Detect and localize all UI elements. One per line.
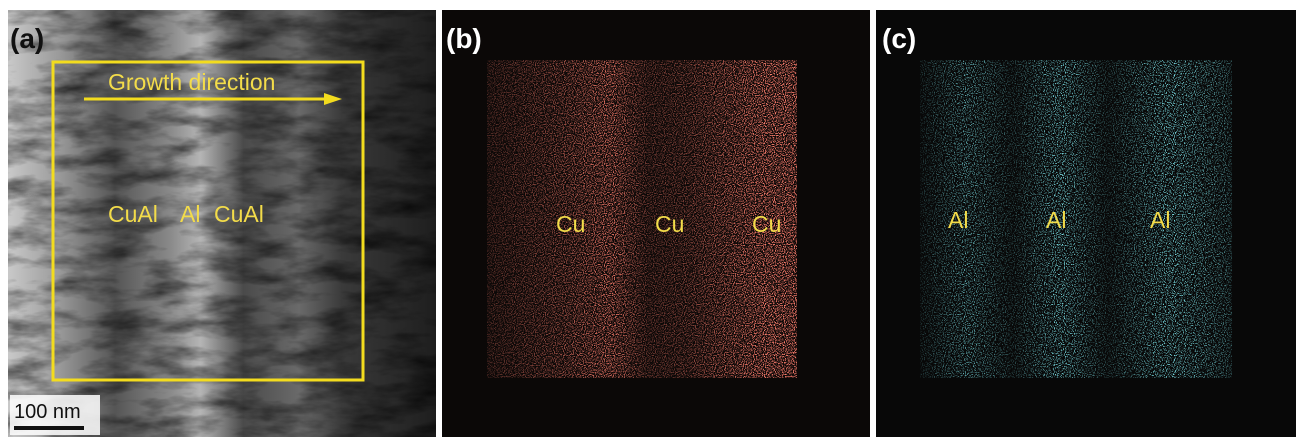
phase-label: CuAl bbox=[108, 201, 158, 227]
phase-label: Al bbox=[1046, 207, 1066, 233]
cu-map bbox=[487, 60, 797, 378]
panel-a: (a) Growth direction CuAl Al CuAl 100 nm bbox=[8, 10, 436, 437]
phase-label: CuAl bbox=[214, 201, 264, 227]
figure: (a) Growth direction CuAl Al CuAl 100 nm… bbox=[0, 0, 1296, 437]
phase-label: Cu bbox=[752, 211, 781, 237]
phase-label: Cu bbox=[556, 211, 585, 237]
panel-label: (b) bbox=[446, 23, 482, 54]
phase-label: Al bbox=[180, 201, 200, 227]
phase-label: Cu bbox=[655, 211, 684, 237]
panel-b: (b) Cu Cu Cu bbox=[442, 10, 870, 437]
scale-bar-label: 100 nm bbox=[14, 401, 81, 423]
arrow-label: Growth direction bbox=[108, 69, 275, 95]
scale-bar bbox=[14, 426, 84, 430]
phase-label: Al bbox=[1150, 207, 1170, 233]
phase-label: Al bbox=[948, 207, 968, 233]
panel-c: (c) Al Al Al bbox=[876, 10, 1296, 437]
panel-label: (a) bbox=[10, 23, 44, 54]
panel-label: (c) bbox=[882, 23, 916, 54]
